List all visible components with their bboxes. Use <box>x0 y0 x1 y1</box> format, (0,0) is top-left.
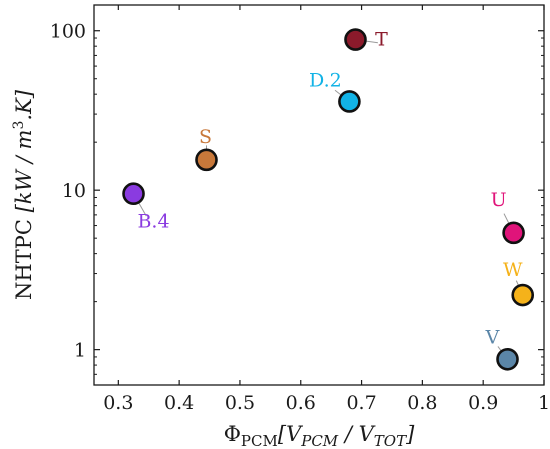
y-axis-title: NHTPC [kW / m3.K] <box>11 89 36 300</box>
x-tick-label: 0.7 <box>346 392 376 414</box>
y-tick-label: 1 <box>74 340 86 362</box>
y-axis-title-part: / <box>12 149 36 169</box>
data-label-t: T <box>375 29 388 51</box>
x-axis-title: ΦPCM[VPCM / VTOT] <box>224 422 415 449</box>
plot-frame <box>93 4 545 386</box>
x-axis-title-part: V <box>286 422 303 446</box>
x-tick-label: 0.4 <box>164 392 194 414</box>
data-point-v <box>496 347 519 371</box>
data-point-d-2 <box>338 90 361 113</box>
data-point-t <box>344 28 367 51</box>
y-axis-title-part: 3 <box>11 121 27 130</box>
data-label-d-2: D.2 <box>309 69 342 91</box>
data-label-u: U <box>491 189 507 211</box>
data-label-s: S <box>199 126 212 148</box>
x-axis-title-part: Φ <box>224 422 241 446</box>
data-label-w: W <box>503 259 523 281</box>
x-axis-title-part: PCM <box>241 432 278 449</box>
x-axis-title-part: PCM <box>300 432 339 449</box>
y-axis-title-part: NHTPC <box>12 212 36 300</box>
x-tick-label: 0.3 <box>103 392 133 414</box>
data-point-b-4 <box>122 182 145 206</box>
y-tick-label: 100 <box>50 21 86 43</box>
x-axis-title-part: V <box>359 422 376 446</box>
x-axis-title-part: TOT <box>374 432 407 449</box>
y-axis-title-part: m <box>12 130 36 150</box>
x-tick-label: 0.5 <box>225 392 255 414</box>
x-axis-title-part: / <box>338 422 358 446</box>
x-axis-title-part: ] <box>405 422 415 446</box>
x-tick-label: 1 <box>538 392 550 414</box>
y-axis-title-part: kW <box>12 167 36 204</box>
data-point-w <box>511 283 535 307</box>
x-tick-label: 0.9 <box>468 392 498 414</box>
x-tick-label: 0.6 <box>286 392 316 414</box>
data-point-u <box>502 221 525 245</box>
data-point-s <box>195 148 218 172</box>
x-axis-title-part: [ <box>278 422 287 446</box>
y-tick-label: 10 <box>62 180 86 202</box>
y-axis-title-part: [ <box>12 203 36 212</box>
data-label-b-4: B.4 <box>137 211 169 233</box>
y-axis-title-part: .K] <box>12 89 36 120</box>
data-label-v: V <box>485 326 500 348</box>
x-tick-label: 0.8 <box>407 392 437 414</box>
